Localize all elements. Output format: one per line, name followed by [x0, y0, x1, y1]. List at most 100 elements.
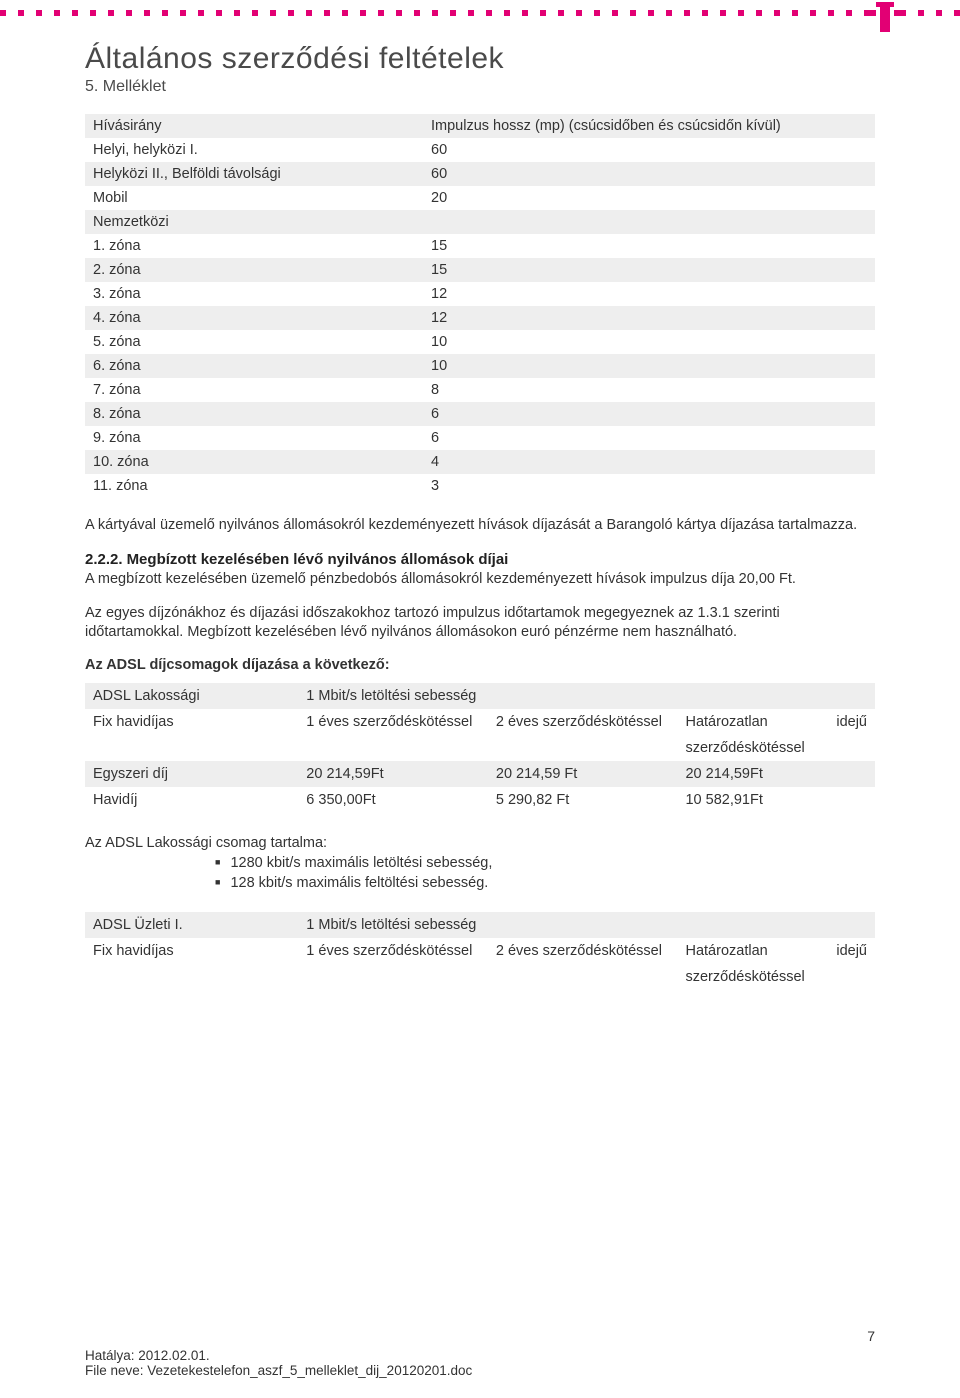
table-row: 7. zóna8	[85, 378, 875, 402]
list-item: 128 kbit/s maximális feltöltési sebesség…	[215, 873, 875, 893]
cell-label: 9. zóna	[85, 426, 401, 450]
cell-value: 10	[401, 354, 875, 378]
table-row: Egyszeri díj 20 214,59Ft 20 214,59 Ft 20…	[85, 761, 875, 787]
table-row: 3. zóna12	[85, 282, 875, 306]
section-title: Megbízott kezelésében lévő nyilvános áll…	[127, 551, 509, 568]
cell-label: Nemzetközi	[85, 210, 401, 234]
cell-value	[401, 210, 875, 234]
cell-label: 1. zóna	[85, 234, 401, 258]
table-row: Fix havidíjas 1 éves szerződéskötéssel 2…	[85, 938, 875, 990]
table-row: 6. zóna10	[85, 354, 875, 378]
table-row: Helyközi II., Belföldi távolsági60	[85, 162, 875, 186]
table-row: Mobil20	[85, 186, 875, 210]
table-row: 9. zóna6	[85, 426, 875, 450]
cell	[488, 912, 678, 938]
paragraph-2: A megbízott kezelésében üzemelő pénzbedo…	[85, 571, 796, 587]
table-row: Havidíj 6 350,00Ft 5 290,82 Ft 10 582,91…	[85, 787, 875, 813]
main-title: Általános szerződési feltételek	[85, 42, 875, 76]
adsl-heading: Az ADSL díjcsomagok díjazása a következő…	[85, 657, 875, 673]
cell: 2 éves szerződéskötéssel	[488, 709, 678, 761]
table-row: ADSL Üzleti I. 1 Mbit/s letöltési sebess…	[85, 912, 875, 938]
table-row: 5. zóna10	[85, 330, 875, 354]
cell-label: 3. zóna	[85, 282, 401, 306]
table-row: Nemzetközi	[85, 210, 875, 234]
cell: Havidíj	[85, 787, 298, 813]
cell-value: 15	[401, 234, 875, 258]
paragraph-1: A kártyával üzemelő nyilvános állomásokr…	[85, 516, 875, 536]
cell-label: 7. zóna	[85, 378, 401, 402]
cell-value: 60	[401, 162, 875, 186]
cell-part: idejű	[836, 714, 867, 730]
cell: 20 214,59 Ft	[488, 761, 678, 787]
top-dotted-border	[0, 10, 960, 14]
cell: Egyszeri díj	[85, 761, 298, 787]
adsl-table-1: ADSL Lakossági 1 Mbit/s letöltési sebess…	[85, 683, 875, 813]
cell: 5 290,82 Ft	[488, 787, 678, 813]
table-row: 8. zóna6	[85, 402, 875, 426]
page-number: 7	[867, 1328, 875, 1344]
cell: 1 éves szerződéskötéssel	[298, 709, 488, 761]
cell: 1 Mbit/s letöltési sebesség	[298, 683, 488, 709]
cell-value: 15	[401, 258, 875, 282]
zone-table: HívásirányImpulzus hossz (mp) (csúcsidőb…	[85, 114, 875, 498]
cell-label: 2. zóna	[85, 258, 401, 282]
cell	[488, 683, 678, 709]
content-title: Az ADSL Lakossági csomag tartalma:	[85, 833, 875, 853]
cell: 1 Mbit/s letöltési sebesség	[298, 912, 488, 938]
cell-label: Helyközi II., Belföldi távolsági	[85, 162, 401, 186]
table-row: 11. zóna3	[85, 474, 875, 498]
cell: 20 214,59Ft	[298, 761, 488, 787]
cell-value: 20	[401, 186, 875, 210]
table-row: Helyi, helyközi I.60	[85, 138, 875, 162]
content-list-block: Az ADSL Lakossági csomag tartalma: 1280 …	[85, 833, 875, 894]
cell-value: 6	[401, 426, 875, 450]
cell: Fix havidíjas	[85, 709, 298, 761]
cell-label: 10. zóna	[85, 450, 401, 474]
table-row: Fix havidíjas 1 éves szerződéskötéssel 2…	[85, 709, 875, 761]
list-item: 1280 kbit/s maximális letöltési sebesség…	[215, 853, 875, 873]
cell-label: Helyi, helyközi I.	[85, 138, 401, 162]
cell	[677, 683, 875, 709]
cell-part: Határozatlan	[685, 714, 767, 730]
cell: Határozatlan idejű szerződéskötéssel	[677, 709, 875, 761]
telekom-logo-icon	[870, 2, 900, 32]
cell-value: 8	[401, 378, 875, 402]
cell-label: 5. zóna	[85, 330, 401, 354]
cell-label: 8. zóna	[85, 402, 401, 426]
adsl-table-2: ADSL Üzleti I. 1 Mbit/s letöltési sebess…	[85, 912, 875, 990]
table-row: 2. zóna15	[85, 258, 875, 282]
cell-value: 4	[401, 450, 875, 474]
table-row: ADSL Lakossági 1 Mbit/s letöltési sebess…	[85, 683, 875, 709]
section-heading-block: 2.2.2. Megbízott kezelésében lévő nyilvá…	[85, 550, 875, 590]
cell-label: Mobil	[85, 186, 401, 210]
table-row: 4. zóna12	[85, 306, 875, 330]
cell: 10 582,91Ft	[677, 787, 875, 813]
cell-label: 6. zóna	[85, 354, 401, 378]
cell: 20 214,59Ft	[677, 761, 875, 787]
cell-sub: szerződéskötéssel	[685, 740, 804, 756]
subtitle: 5. Melléklet	[85, 78, 875, 96]
cell: ADSL Üzleti I.	[85, 912, 298, 938]
table-row: 10. zóna4	[85, 450, 875, 474]
table-row: 1. zóna15	[85, 234, 875, 258]
cell: 6 350,00Ft	[298, 787, 488, 813]
cell-value: 6	[401, 402, 875, 426]
section-number: 2.2.2.	[85, 551, 123, 568]
cell-part: Határozatlan	[685, 943, 767, 959]
cell-label: 11. zóna	[85, 474, 401, 498]
paragraph-3: Az egyes díjzónákhoz és díjazási időszak…	[85, 604, 875, 643]
table-header-cell: Impulzus hossz (mp) (csúcsidőben és csúc…	[401, 114, 875, 138]
cell: Határozatlan idejű szerződéskötéssel	[677, 938, 875, 990]
cell-value: 12	[401, 306, 875, 330]
cell-sub: szerződéskötéssel	[685, 969, 804, 985]
document-footer: 7 Hatálya: 2012.02.01. File neve: Vezete…	[85, 1348, 875, 1378]
cell-value: 3	[401, 474, 875, 498]
cell-value: 12	[401, 282, 875, 306]
cell: 1 éves szerződéskötéssel	[298, 938, 488, 990]
footer-line-2: File neve: Vezetekestelefon_aszf_5_melle…	[85, 1363, 875, 1378]
cell: 2 éves szerződéskötéssel	[488, 938, 678, 990]
cell: ADSL Lakossági	[85, 683, 298, 709]
footer-line-1: Hatálya: 2012.02.01.	[85, 1348, 875, 1363]
cell-value: 60	[401, 138, 875, 162]
cell-part: idejű	[836, 943, 867, 959]
